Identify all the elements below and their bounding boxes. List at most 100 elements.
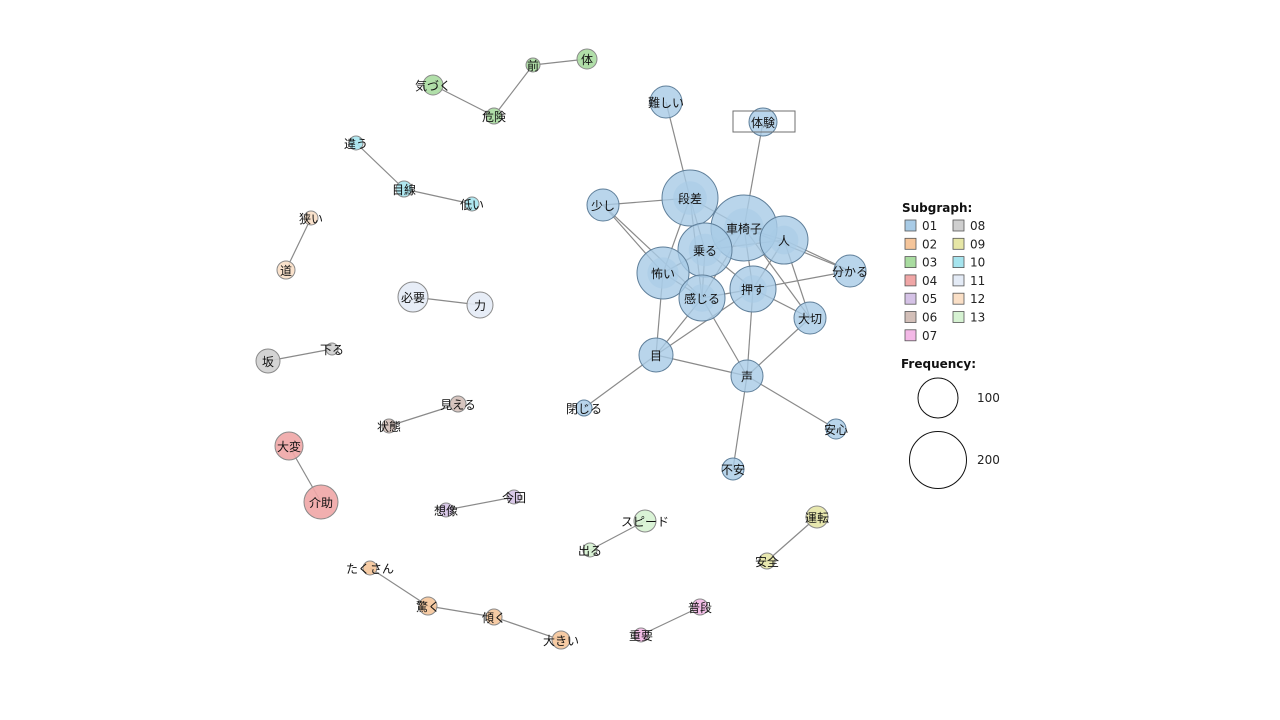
node-chikara[interactable]: 力	[466, 291, 494, 319]
node-kanjiru[interactable]: 感じる	[678, 274, 726, 322]
node-circle	[805, 505, 829, 529]
legend-label: 02	[922, 237, 937, 251]
node-circle	[575, 399, 593, 417]
node-label: 目線	[392, 182, 416, 197]
legend-swatch	[952, 274, 965, 287]
node-anshin[interactable]: 安心	[824, 418, 848, 440]
node-tojiru[interactable]: 閉じる	[566, 399, 602, 417]
edge-katamuku-ookii	[493, 616, 562, 641]
node-label: 違う	[344, 137, 368, 151]
node-circle	[833, 254, 867, 288]
legend: Subgraph: 01 02 03 04 05 06 07 08 09 10 11 12 13 Fre…	[901, 201, 1000, 489]
node-label: 閉じる	[566, 402, 602, 416]
node-label: 大切	[798, 312, 822, 326]
legend-label: 06	[922, 311, 937, 325]
node-kudaru[interactable]: 下る	[320, 342, 344, 357]
node-circle	[691, 598, 709, 616]
node-core	[688, 284, 716, 312]
node-label: 状態	[377, 419, 401, 434]
node-wakaru[interactable]: 分かる	[832, 254, 868, 288]
node-label: 狭い	[299, 212, 323, 226]
node-deru[interactable]: 出る	[578, 542, 602, 558]
node-circle	[348, 135, 364, 151]
legend-item-01: 01	[904, 219, 937, 233]
node-joutai[interactable]: 状態	[377, 418, 401, 434]
legend-item-10: 10	[952, 256, 985, 270]
node-muzukashii[interactable]: 難しい	[648, 85, 684, 119]
node-label: 出る	[578, 544, 602, 558]
node-label: 怖い	[651, 266, 675, 281]
node-kizuku[interactable]: 気づく	[415, 74, 451, 96]
node-label: 大きい	[543, 634, 579, 648]
node-osu[interactable]: 押す	[729, 265, 777, 313]
node-label: 見える	[440, 398, 476, 412]
node-core	[673, 181, 707, 215]
node-souzou[interactable]: 想像	[434, 502, 458, 518]
node-core	[739, 275, 767, 303]
node-anzen[interactable]: 安全	[755, 552, 779, 570]
node-circle	[586, 188, 620, 222]
node-circle	[438, 502, 454, 518]
node-speed[interactable]: スピード	[621, 509, 669, 533]
node-circle	[525, 57, 541, 73]
node-unten[interactable]: 運転	[805, 505, 829, 529]
node-sukoshi[interactable]: 少し	[586, 188, 620, 222]
node-chigau[interactable]: 違う	[344, 135, 368, 151]
node-circle	[506, 489, 522, 505]
node-kiken[interactable]: 危険	[482, 107, 506, 125]
node-koe[interactable]: 声	[730, 359, 764, 393]
legend-label: 10	[970, 256, 985, 270]
node-core	[688, 233, 722, 267]
node-konkai[interactable]: 今回	[502, 489, 526, 505]
legend-subgraph-items: 01 02 03 04 05 06 07 08 09 10 11 12 13	[904, 219, 985, 343]
edge-kizuku-kiken	[432, 84, 495, 117]
node-semai[interactable]: 狭い	[299, 210, 323, 226]
node-fudan[interactable]: 普段	[688, 598, 712, 616]
node-taiken[interactable]: 体験	[732, 107, 796, 137]
node-me[interactable]: 目	[638, 337, 674, 373]
node-circle	[638, 337, 674, 373]
node-saka[interactable]: 坂	[255, 348, 281, 374]
node-circle	[397, 281, 429, 313]
node-circle	[418, 596, 438, 616]
node-fuan[interactable]: 不安	[721, 457, 745, 481]
legend-swatch	[952, 237, 965, 250]
legend-label: 05	[922, 292, 937, 306]
edge-fudan-juuyou	[640, 606, 701, 636]
node-hitsuyou[interactable]: 必要	[397, 281, 429, 313]
legend-label: 03	[922, 256, 937, 270]
legend-item-12: 12	[952, 292, 985, 306]
node-mae[interactable]: 前	[525, 57, 541, 73]
node-dansa[interactable]: 段差	[661, 169, 719, 227]
node-takusan[interactable]: たくさん	[346, 560, 394, 576]
node-taihen[interactable]: 大変	[274, 431, 304, 461]
node-noru[interactable]: 乗る	[677, 222, 733, 278]
node-mesen[interactable]: 目線	[392, 180, 416, 198]
node-hikui[interactable]: 低い	[460, 196, 484, 212]
node-taisetsu[interactable]: 大切	[793, 301, 827, 335]
node-label: 驚く	[416, 599, 440, 614]
edge-koe-anshin	[746, 375, 837, 430]
node-circle	[758, 552, 776, 570]
node-circle	[464, 196, 480, 212]
node-kowai[interactable]: 怖い	[636, 246, 690, 300]
node-juuyou[interactable]: 重要	[629, 627, 653, 643]
node-kaijo[interactable]: 介助	[303, 484, 339, 520]
node-circle	[422, 74, 444, 96]
node-hito[interactable]: 人	[759, 215, 809, 265]
legend-item-02: 02	[904, 237, 937, 251]
node-label: 気づく	[415, 78, 451, 93]
node-ookii[interactable]: 大きい	[543, 630, 579, 650]
edge-takusan-odoroku	[369, 567, 429, 607]
node-label: 人	[778, 234, 790, 248]
node-odoroku[interactable]: 驚く	[416, 596, 440, 616]
legend-swatch	[952, 292, 965, 305]
legend-swatch	[904, 292, 917, 305]
node-katamuku[interactable]: 傾く	[482, 608, 506, 626]
node-michi[interactable]: 道	[276, 260, 296, 280]
node-mieru[interactable]: 見える	[440, 395, 476, 413]
node-core	[769, 225, 799, 255]
node-karada[interactable]: 体	[576, 48, 598, 70]
edge-semai-michi	[285, 217, 312, 271]
legend-frequency-circle	[917, 377, 959, 419]
